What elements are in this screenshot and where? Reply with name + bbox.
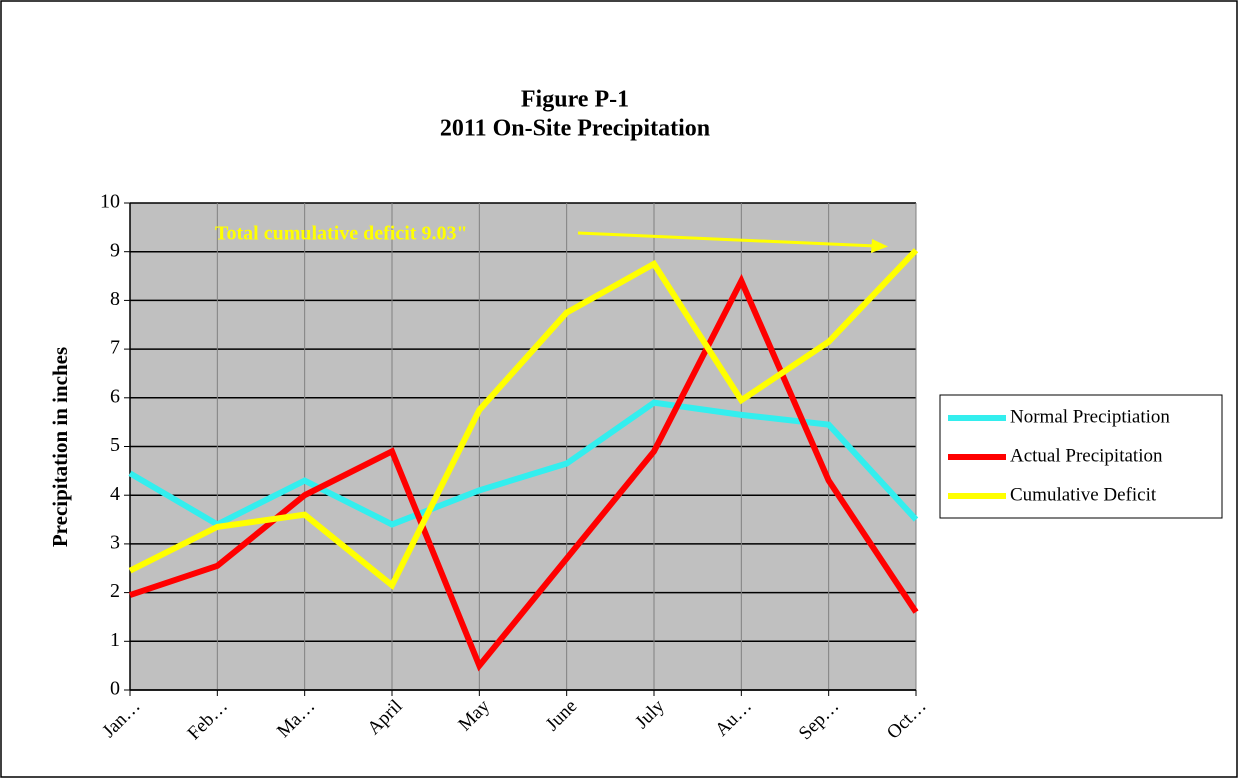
annotation: Total cumulative deficit 9.03" [215,223,468,245]
legend-label: Cumulative Deficit [1010,484,1157,505]
legend-items: Normal Preciptiation Actual Precipitation… [948,406,1170,505]
y-tick-label: 1 [110,629,120,651]
y-tick-label: 2 [110,580,120,602]
y-tick-label: 6 [110,385,120,407]
annotation-arrow [577,231,877,248]
chart-subtitle: 2011 On-Site Precipitation [440,116,710,142]
y-axis-label: Precipitation in inches [48,347,72,547]
y-tick-label: 9 [110,239,120,261]
legend-label: Normal Preciptiation [1010,406,1170,427]
series-line [128,399,919,528]
y-tick-label: 8 [110,288,120,310]
series-line [128,248,919,590]
series-line [129,273,919,672]
lines [128,248,919,672]
y-tick-label: 5 [110,434,120,456]
y-tick-label: 0 [110,678,120,700]
y-tick-label: 10 [100,191,120,213]
chart-title: Figure P-1 [521,87,629,113]
legend-label: Actual Precipitation [1010,445,1163,466]
arrow-head [871,239,888,253]
y-tick-label: 4 [110,483,120,505]
y-tick-label: 7 [110,337,120,359]
y-tick-label: 3 [110,531,120,553]
